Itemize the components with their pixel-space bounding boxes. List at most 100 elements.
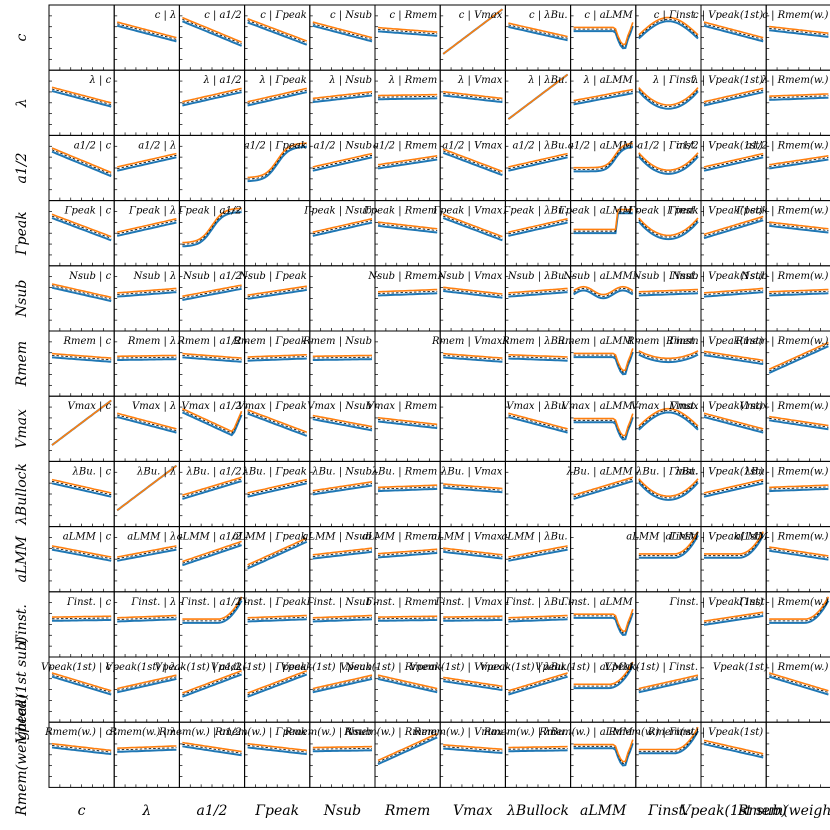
cell-5-6: Rmem | Vmax <box>431 330 506 397</box>
cell-5-8: Rmem | aLMM <box>557 330 637 397</box>
cell-4-6: Nsub | Vmax <box>437 265 506 332</box>
cell-label: λBu. | Vmax <box>440 466 503 477</box>
cell-label: λBu. | Γpeak <box>241 466 306 477</box>
series-orange-line <box>247 669 308 694</box>
series-mean-line <box>51 355 112 361</box>
cell-label: Γpeak | Γinst. <box>627 206 698 217</box>
series-mean-line <box>638 154 699 173</box>
series-blue-line <box>51 548 112 562</box>
series-mean-line <box>247 411 307 435</box>
series-orange-line <box>117 545 177 558</box>
cell-11-11 <box>765 721 830 788</box>
column-label: Γpeak <box>254 803 299 819</box>
cell-label: a1/2 | λBu. <box>513 140 568 151</box>
cell-label: λBu. | Γinst. <box>635 466 698 477</box>
series-mean-line <box>247 144 307 180</box>
series-blue-line <box>117 548 177 562</box>
cell-9-8: Γinst. | aLMM <box>560 591 637 658</box>
series-blue-line <box>182 480 242 500</box>
series-mean-line <box>378 96 438 98</box>
series-blue-line <box>573 146 633 173</box>
series-mean-line <box>703 154 764 170</box>
cell-6-5: Vmax | Rmem <box>367 395 441 462</box>
series-mean-line <box>117 616 177 620</box>
series-mean-line <box>312 416 373 429</box>
series-mean-line <box>51 547 112 560</box>
cell-7-0: λBu. | c <box>48 460 115 528</box>
cell-label: Γpeak | Rmem(w.) <box>736 206 829 217</box>
series-blue-line <box>377 420 438 430</box>
series-blue-line <box>312 618 373 623</box>
series-orange-line <box>312 481 373 492</box>
cell-label: Rmem(w.) | λBu. <box>483 727 568 738</box>
cell-label: λ | c <box>89 75 112 86</box>
cell-label: c | λ <box>155 10 177 21</box>
series-mean-line <box>508 547 568 560</box>
series-blue-line <box>377 292 438 297</box>
cell-label: Vmax | Nsub <box>307 401 372 412</box>
cell-2-4: a1/2 | Nsub <box>309 134 376 202</box>
series-blue-line <box>116 156 177 172</box>
series-mean-line <box>377 735 438 763</box>
cell-8-7: aLMM | λBu. <box>501 526 572 593</box>
series-orange-line <box>769 596 830 620</box>
cell-label: Rmem(w.) | Γpeak <box>214 727 307 738</box>
series-blue-line <box>312 550 373 560</box>
cell-label: Nsub | Vpeak(1st) <box>671 271 763 282</box>
series-mean-line <box>117 414 177 431</box>
series-mean-line <box>117 356 177 359</box>
cell-8-11: aLMM | Rmem(w.) <box>735 526 830 593</box>
cell-label: aLMM | Γpeak <box>233 532 307 543</box>
cell-label: aLMM | Rmem(w.) <box>735 532 829 543</box>
cell-label: Vmax | Γpeak <box>237 401 306 412</box>
series-blue-line <box>117 618 177 623</box>
row-label: Rmem(weighted) <box>14 694 30 817</box>
cell-7-1: λBu. | λ <box>113 460 180 528</box>
cell-0-4: c | Nsub <box>309 4 376 71</box>
cell-6-3: Vmax | Γpeak <box>237 395 311 462</box>
series-orange-line <box>508 22 568 38</box>
cell-6-6 <box>439 395 506 462</box>
cell-label: Vmax | c <box>68 401 112 412</box>
cell-1-5: λ | Rmem <box>374 69 441 136</box>
cell-label: Rmem | Γinst. <box>626 336 698 347</box>
series-orange-line <box>443 547 503 556</box>
row-label: Vpeak(1st sub) <box>14 636 30 742</box>
series-mean-line <box>573 90 633 103</box>
cell-label: Rmem | Nsub <box>302 336 372 347</box>
series-mean-line <box>769 27 829 36</box>
series-mean-line <box>703 217 764 237</box>
series-blue-line <box>573 289 634 300</box>
series-blue-line <box>638 20 699 40</box>
row-label: λBullock <box>14 463 30 526</box>
cell-label: Vpeak(1st) | λBu. <box>480 662 568 673</box>
series-blue-line <box>638 353 699 364</box>
series-blue-line <box>247 357 307 362</box>
row-label: aLMM <box>14 535 30 582</box>
cell-4-11: Nsub | Rmem(w.) <box>740 265 830 332</box>
series-orange-line <box>312 354 373 358</box>
cell-1-1 <box>113 69 180 136</box>
cell-label: Nsub | aLMM <box>562 271 633 282</box>
cell-7-7 <box>504 460 572 528</box>
cell-label: Γinst. | Rmem <box>365 597 437 608</box>
series-orange-line <box>51 283 112 299</box>
series-mean-line <box>638 480 699 499</box>
series-blue-line <box>377 487 438 493</box>
series-mean-line <box>378 617 438 620</box>
cell-label: c | aLMM <box>584 10 633 21</box>
series-blue-line <box>51 150 112 178</box>
cell-1-6: λ | Vmax <box>439 69 506 136</box>
cell-label: Vpeak(1st) | aLMM <box>535 662 633 673</box>
column-label: Vpeak(1st sub) <box>680 803 786 819</box>
series-mean-line <box>377 223 438 231</box>
cell-label: λBu. | a1/2 <box>186 466 242 477</box>
series-blue-line <box>312 156 373 172</box>
series-mean-line <box>508 289 568 295</box>
series-mean-line <box>312 483 373 493</box>
series-orange-line <box>573 739 634 763</box>
series-mean-line <box>182 355 242 361</box>
series-orange-line <box>116 465 177 511</box>
cell-8-6: aLMM | Vmax <box>431 526 506 593</box>
cell-label: Rmem | Γpeak <box>232 336 306 347</box>
